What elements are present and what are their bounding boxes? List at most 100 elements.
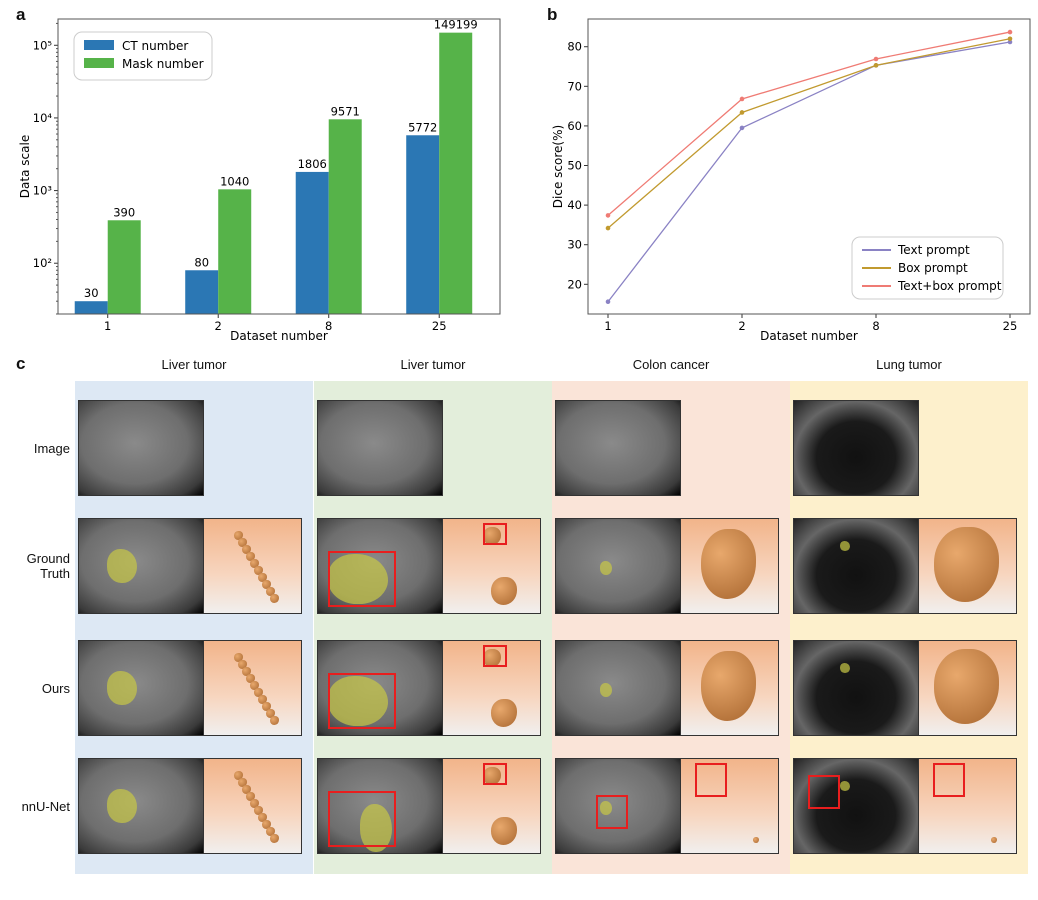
bar-ct <box>295 171 329 314</box>
ct-slice-image <box>317 758 443 854</box>
y-axis-label: Dice score(%) <box>551 125 565 208</box>
ct-slice-image <box>555 640 681 736</box>
tumor-3d-blob <box>262 702 271 711</box>
zoom-box <box>596 795 628 829</box>
tumor-3d-blob <box>254 688 263 697</box>
segmentation-mask-overlay <box>840 663 850 673</box>
legend-swatch <box>84 58 114 68</box>
tumor-3d-blob <box>262 820 271 829</box>
tumor-3d-blob <box>234 653 243 662</box>
data-point <box>739 125 745 131</box>
zoom-box <box>483 645 507 667</box>
y-tick-label: 10² <box>33 256 52 270</box>
tumor-3d-blob <box>238 660 247 669</box>
x-tick-label: 1 <box>604 319 611 333</box>
3d-rendering <box>919 758 1017 854</box>
segmentation-mask-overlay <box>600 683 612 697</box>
ct-slice-image <box>78 758 204 854</box>
x-axis-label: Dataset number <box>760 329 858 343</box>
data-point <box>1007 36 1013 42</box>
tumor-3d-blob <box>991 837 997 843</box>
3d-rendering <box>204 518 302 614</box>
ct-slice-image <box>793 758 919 854</box>
tumor-3d-blob <box>258 813 267 822</box>
tumor-3d-blob <box>242 667 251 676</box>
bar-value-label: 1806 <box>298 157 327 171</box>
ct-slice-image <box>793 640 919 736</box>
zoom-box <box>933 763 965 797</box>
tumor-3d-blob <box>234 771 243 780</box>
data-point <box>739 96 745 102</box>
tumor-3d-blob <box>246 792 255 801</box>
y-tick-label: 10⁴ <box>33 111 53 125</box>
data-point <box>739 110 745 115</box>
segmentation-mask-overlay <box>107 549 137 583</box>
legend-label: CT number <box>122 39 188 53</box>
3d-rendering <box>204 640 302 736</box>
segmentation-mask-overlay <box>840 541 850 551</box>
bar-value-label: 149199 <box>434 18 478 32</box>
tumor-3d-blob <box>250 681 259 690</box>
panel-label-c: c <box>16 354 26 373</box>
ct-slice-image <box>78 518 204 614</box>
tumor-3d-blob <box>483 649 501 667</box>
y-tick-label: 60 <box>567 119 582 133</box>
row-label: nnU-Net <box>21 798 70 814</box>
tumor-3d-blob <box>242 545 251 554</box>
ct-slice-image <box>78 400 204 496</box>
y-tick-label: 10³ <box>33 184 53 198</box>
tumor-3d-blob <box>262 580 271 589</box>
y-tick-label: 50 <box>567 159 582 173</box>
column-title: Lung tumor <box>876 357 942 372</box>
tumor-3d-blob <box>701 529 756 599</box>
tumor-3d-blob <box>491 817 517 845</box>
panel-label-b: b <box>547 5 558 24</box>
3d-rendering <box>681 640 779 736</box>
column-title: Liver tumor <box>400 357 466 372</box>
row-label: Ground Truth <box>26 551 70 581</box>
tumor-3d-blob <box>254 806 263 815</box>
y-axis-label: Data scale <box>18 135 32 198</box>
ct-slice-image <box>555 758 681 854</box>
3d-rendering <box>681 758 779 854</box>
data-point <box>605 225 611 231</box>
ct-slice-image <box>78 640 204 736</box>
x-tick-label: 25 <box>432 319 447 333</box>
column-title: Liver tumor <box>161 357 227 372</box>
legend-label: Text prompt <box>897 243 970 257</box>
tumor-3d-blob <box>238 538 247 547</box>
panel-label-a: a <box>16 5 26 24</box>
tumor-3d-blob <box>270 834 279 843</box>
tumor-3d-blob <box>266 709 275 718</box>
3d-rendering <box>443 640 541 736</box>
bar-mask <box>439 32 473 315</box>
row-label: Ours <box>41 680 70 696</box>
tumor-3d-blob <box>250 799 259 808</box>
tumor-3d-blob <box>250 559 259 568</box>
data-point <box>873 63 879 68</box>
tumor-3d-blob <box>242 785 251 794</box>
zoom-box <box>695 763 727 797</box>
segmentation-mask-overlay <box>328 676 388 726</box>
y-tick-label: 30 <box>567 238 582 252</box>
ct-slice-image <box>317 518 443 614</box>
tumor-3d-blob <box>483 767 501 785</box>
y-tick-label: 40 <box>567 198 582 212</box>
legend-label: Box prompt <box>898 261 968 275</box>
tumor-3d-blob <box>238 778 247 787</box>
bar-value-label: 80 <box>194 255 209 269</box>
bar-mask <box>218 189 252 314</box>
y-tick-label: 20 <box>567 277 582 291</box>
tumor-3d-blob <box>266 827 275 836</box>
bar-value-label: 5772 <box>408 120 437 134</box>
segmentation-mask-overlay <box>840 781 850 791</box>
segmentation-mask-overlay <box>107 789 137 823</box>
3d-rendering <box>681 518 779 614</box>
bar-value-label: 1040 <box>220 174 249 188</box>
bar-ct <box>185 270 219 314</box>
tumor-3d-blob <box>234 531 243 540</box>
zoom-box <box>328 791 396 847</box>
ct-slice-image <box>555 518 681 614</box>
zoom-box <box>483 763 507 785</box>
x-tick-label: 2 <box>738 319 745 333</box>
